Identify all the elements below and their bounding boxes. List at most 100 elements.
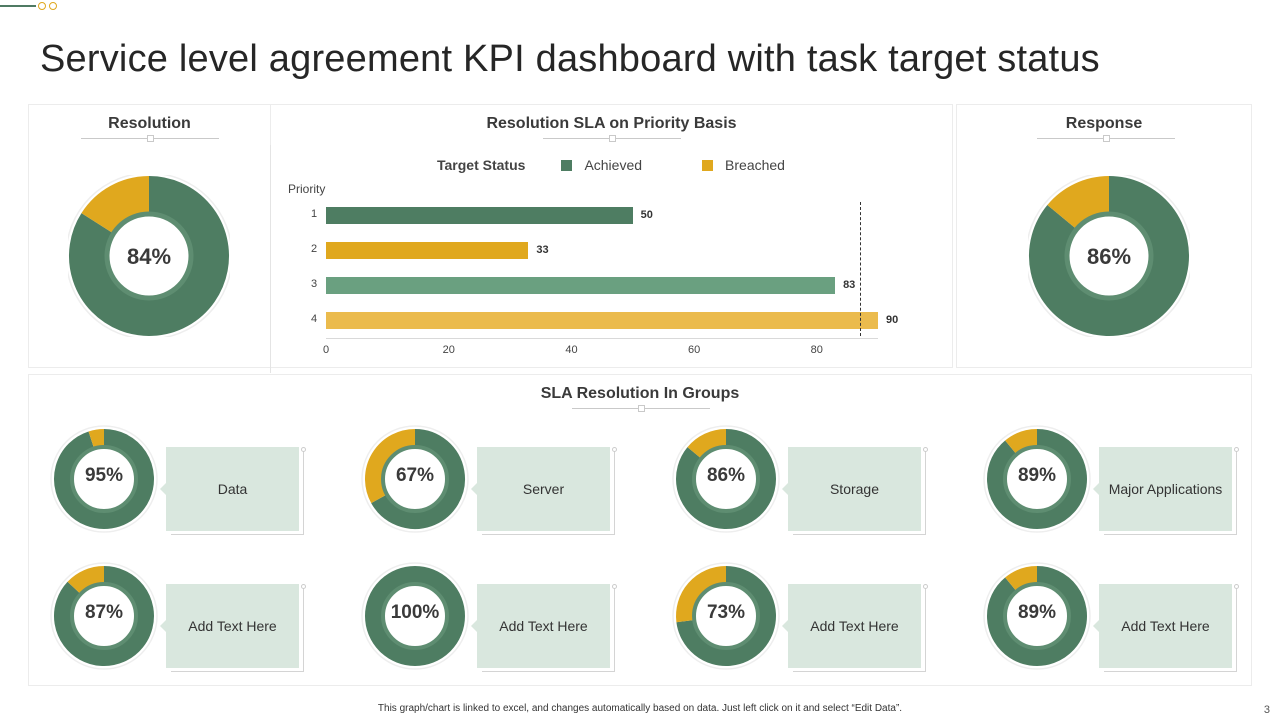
callout-notch <box>160 483 166 495</box>
group-percent: 87% <box>84 602 124 623</box>
resolution-panel: Resolution 84% <box>28 104 271 368</box>
donut-remaining-segment <box>687 429 727 459</box>
group-donut-svg <box>983 425 1091 533</box>
group-donut: 89% <box>977 419 1097 539</box>
legend-title: Target Status <box>437 157 526 173</box>
card-shadow <box>793 451 926 535</box>
decor-dot <box>49 2 57 10</box>
chart-title: Resolution SLA on Priority Basis <box>486 115 737 132</box>
bar-priority-3[interactable] <box>326 277 836 294</box>
y-tick-label: 4 <box>311 313 318 325</box>
bar-priority-4[interactable] <box>326 312 878 329</box>
group-percent: 100% <box>390 602 440 623</box>
legend-breached-label: Breached <box>725 157 785 173</box>
donut-remaining-segment <box>676 566 727 623</box>
group-card[interactable]: 87% Add Text Here <box>44 556 344 680</box>
y-axis-title: Priority <box>288 182 326 196</box>
group-card[interactable]: 73% Add Text Here <box>666 556 966 680</box>
donut-center <box>1003 445 1071 513</box>
donut-remaining-segment <box>67 566 105 594</box>
x-tick-label: 60 <box>688 344 701 356</box>
group-label: Add Text Here <box>1099 584 1232 668</box>
breached-swatch <box>702 159 714 171</box>
decor-dot <box>612 584 617 589</box>
group-percent: 73% <box>706 602 746 623</box>
group-card[interactable]: 89% Add Text Here <box>977 556 1277 680</box>
donut-achieved-segment <box>54 429 154 529</box>
bar-value-label: 33 <box>536 244 549 256</box>
card-shadow <box>482 588 615 672</box>
decor-dot <box>301 447 306 452</box>
response-panel: Response 86% <box>956 104 1252 368</box>
x-axis-line <box>326 338 878 339</box>
donut-center <box>1003 582 1071 650</box>
group-donut-svg <box>50 562 158 670</box>
bar-priority-2[interactable] <box>326 242 529 259</box>
donut-remaining-segment <box>365 429 416 504</box>
group-card[interactable]: 67% Server <box>355 419 655 543</box>
achieved-swatch <box>561 159 573 171</box>
group-donut-svg <box>672 562 780 670</box>
donut-achieved-segment <box>676 429 776 529</box>
chart-legend: Target Status Achieved Breached <box>437 157 845 173</box>
group-label: Server <box>477 447 610 531</box>
group-donut-svg <box>50 425 158 533</box>
group-donut: 67% <box>355 419 475 539</box>
card-shadow <box>482 451 615 535</box>
group-card[interactable]: 95% Data <box>44 419 344 543</box>
donut-center <box>692 445 760 513</box>
group-percent: 67% <box>395 465 435 486</box>
group-label: Add Text Here <box>788 584 921 668</box>
decor-dot <box>612 447 617 452</box>
group-label: Add Text Here <box>477 584 610 668</box>
callout-notch <box>782 483 788 495</box>
y-tick-label: 3 <box>311 278 318 290</box>
group-percent: 89% <box>1017 602 1057 623</box>
decor-dot <box>923 447 928 452</box>
footer-note: This graph/chart is linked to excel, and… <box>377 703 903 714</box>
resolution-value: 84% <box>126 244 172 269</box>
group-donut-svg <box>983 562 1091 670</box>
group-card[interactable]: 100% Add Text Here <box>355 556 655 680</box>
group-donut: 100% <box>355 556 475 676</box>
card-shadow <box>171 588 304 672</box>
group-donut: 73% <box>666 556 786 676</box>
top-accent-line <box>0 5 36 7</box>
legend-breached[interactable]: Breached <box>702 157 785 173</box>
card-shadow <box>1104 451 1237 535</box>
donut-achieved-segment <box>365 566 465 666</box>
title-underline <box>543 135 681 142</box>
legend-achieved[interactable]: Achieved <box>561 157 642 173</box>
decor-dot <box>301 584 306 589</box>
x-tick-label: 0 <box>323 344 330 356</box>
response-donut[interactable]: 86% <box>1025 172 1193 340</box>
group-percent: 89% <box>1017 465 1057 486</box>
response-value: 86% <box>1086 244 1132 269</box>
group-card[interactable]: 86% Storage <box>666 419 966 543</box>
group-label: Major Applications <box>1099 447 1232 531</box>
callout-notch <box>1093 620 1099 632</box>
donut-remaining-segment <box>1047 176 1110 230</box>
group-label: Storage <box>788 447 921 531</box>
group-card[interactable]: 89% Major Applications <box>977 419 1277 543</box>
group-donut: 86% <box>666 419 786 539</box>
card-shadow <box>1104 588 1237 672</box>
bar-value-label: 83 <box>843 279 856 291</box>
callout-notch <box>471 620 477 632</box>
donut-center <box>104 211 194 301</box>
bar-priority-1[interactable] <box>326 207 633 224</box>
group-label: Data <box>166 447 299 531</box>
group-donut-svg <box>672 425 780 533</box>
y-tick-label: 1 <box>311 208 318 220</box>
donut-remaining-segment <box>1005 429 1038 454</box>
panel-divider <box>270 145 271 373</box>
resolution-donut[interactable]: 84% <box>65 172 233 340</box>
decor-dot <box>38 2 46 10</box>
donut-center <box>381 582 449 650</box>
x-tick-label: 80 <box>810 344 823 356</box>
title-underline <box>572 405 710 412</box>
group-label: Add Text Here <box>166 584 299 668</box>
donut-remaining-segment <box>1005 566 1038 591</box>
decor-dot <box>923 584 928 589</box>
donut-center <box>1064 211 1154 301</box>
